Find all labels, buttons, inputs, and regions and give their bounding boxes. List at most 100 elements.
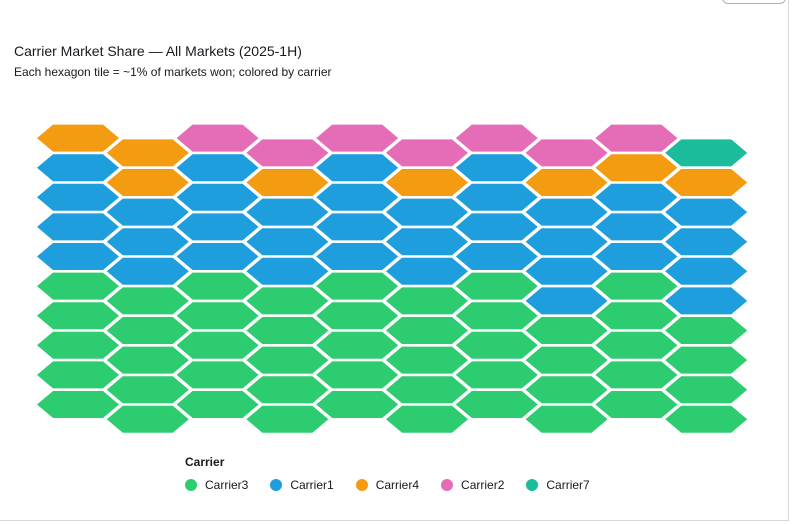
hex-tile-carrier1[interactable]: [106, 257, 189, 285]
hex-tile-carrier3[interactable]: [316, 331, 399, 359]
hex-tile-carrier1[interactable]: [246, 228, 329, 256]
hex-tile-carrier3[interactable]: [386, 405, 468, 433]
hex-tile-carrier1[interactable]: [665, 198, 748, 226]
hex-tile-carrier1[interactable]: [386, 198, 468, 226]
hex-tile-carrier3[interactable]: [455, 272, 538, 300]
hex-tile-carrier1[interactable]: [106, 198, 189, 226]
hex-tile-carrier1[interactable]: [525, 228, 608, 256]
hex-tile-carrier1[interactable]: [316, 154, 399, 182]
hex-tile-carrier4[interactable]: [246, 169, 329, 196]
hex-tile-carrier4[interactable]: [525, 169, 608, 196]
hex-tile-carrier3[interactable]: [665, 346, 748, 374]
hex-tile-carrier1[interactable]: [246, 198, 329, 226]
hex-tile-carrier3[interactable]: [176, 272, 259, 300]
hex-tile-carrier3[interactable]: [386, 376, 468, 404]
hex-tile-carrier2[interactable]: [386, 139, 468, 167]
hex-tile-carrier3[interactable]: [106, 405, 189, 433]
hex-tile-carrier3[interactable]: [595, 302, 678, 330]
legend-item-carrier2[interactable]: Carrier2: [441, 478, 504, 492]
hex-tile-carrier1[interactable]: [246, 257, 329, 285]
hex-tile-carrier3[interactable]: [246, 405, 329, 433]
legend-item-carrier3[interactable]: Carrier3: [185, 478, 248, 492]
hex-tile-carrier3[interactable]: [665, 317, 748, 344]
hex-tile-carrier3[interactable]: [176, 391, 259, 418]
hex-tile-carrier3[interactable]: [386, 317, 468, 344]
hex-tile-carrier1[interactable]: [595, 183, 678, 211]
legend-item-carrier1[interactable]: Carrier1: [270, 478, 334, 492]
hex-tile-carrier2[interactable]: [316, 124, 399, 152]
legend-item-carrier7[interactable]: Carrier7: [526, 478, 590, 492]
hex-tile-carrier3[interactable]: [525, 376, 608, 404]
hex-tile-carrier2[interactable]: [595, 124, 678, 152]
hex-tile-carrier4[interactable]: [106, 139, 189, 167]
hex-tile-carrier3[interactable]: [106, 376, 189, 404]
hex-tile-carrier3[interactable]: [455, 361, 538, 389]
hex-tile-carrier2[interactable]: [246, 139, 329, 167]
hex-tile-carrier3[interactable]: [106, 317, 189, 344]
hex-tile-carrier1[interactable]: [455, 183, 538, 211]
hex-tile-carrier3[interactable]: [246, 287, 329, 315]
hex-tile-carrier3[interactable]: [595, 361, 678, 389]
hex-tile-carrier1[interactable]: [37, 183, 119, 211]
hex-tile-carrier1[interactable]: [455, 154, 538, 182]
hex-tile-carrier1[interactable]: [316, 183, 399, 211]
hex-tile-carrier1[interactable]: [106, 228, 189, 256]
hex-tile-carrier3[interactable]: [595, 272, 678, 300]
hex-tile-carrier3[interactable]: [665, 405, 748, 433]
hex-tile-carrier3[interactable]: [455, 391, 538, 418]
hex-tile-carrier3[interactable]: [246, 376, 329, 404]
hex-tile-carrier1[interactable]: [37, 213, 119, 241]
hex-tile-carrier3[interactable]: [525, 346, 608, 374]
hex-tile-carrier1[interactable]: [316, 243, 399, 270]
hex-tile-carrier1[interactable]: [455, 243, 538, 270]
hex-tile-carrier3[interactable]: [176, 361, 259, 389]
hex-tile-carrier3[interactable]: [525, 317, 608, 344]
hex-tile-carrier1[interactable]: [525, 257, 608, 285]
hex-tile-carrier1[interactable]: [176, 243, 259, 270]
hex-tile-carrier1[interactable]: [665, 287, 748, 315]
hex-tile-carrier4[interactable]: [595, 154, 678, 182]
hex-tile-carrier3[interactable]: [595, 391, 678, 418]
hex-tile-carrier1[interactable]: [386, 228, 468, 256]
hex-tile-carrier3[interactable]: [176, 302, 259, 330]
hex-tile-carrier3[interactable]: [455, 331, 538, 359]
hex-tile-carrier3[interactable]: [37, 391, 119, 418]
hex-tile-carrier3[interactable]: [106, 287, 189, 315]
hex-tile-carrier1[interactable]: [386, 257, 468, 285]
hex-tile-carrier3[interactable]: [386, 346, 468, 374]
hex-tile-carrier1[interactable]: [176, 154, 259, 182]
hex-tile-carrier3[interactable]: [316, 391, 399, 418]
hex-tile-carrier3[interactable]: [316, 272, 399, 300]
hex-tile-carrier1[interactable]: [665, 228, 748, 256]
hex-tile-carrier3[interactable]: [37, 331, 119, 359]
hex-tile-carrier3[interactable]: [37, 302, 119, 330]
hex-tile-carrier1[interactable]: [37, 154, 119, 182]
hex-tile-carrier4[interactable]: [665, 169, 748, 196]
hex-tile-carrier1[interactable]: [176, 213, 259, 241]
hex-tile-carrier3[interactable]: [246, 346, 329, 374]
hex-tile-carrier3[interactable]: [525, 405, 608, 433]
hex-tile-carrier1[interactable]: [595, 213, 678, 241]
hex-tile-carrier1[interactable]: [455, 213, 538, 241]
hex-tile-carrier4[interactable]: [37, 124, 119, 152]
hex-tile-carrier7[interactable]: [665, 139, 748, 167]
legend-item-carrier4[interactable]: Carrier4: [355, 478, 419, 492]
hex-tile-carrier3[interactable]: [665, 376, 748, 404]
hex-tile-carrier3[interactable]: [455, 302, 538, 330]
hex-tile-carrier3[interactable]: [316, 361, 399, 389]
hex-tile-carrier1[interactable]: [595, 243, 678, 270]
hex-tile-carrier3[interactable]: [386, 287, 468, 315]
hex-tile-carrier2[interactable]: [525, 139, 608, 167]
hex-tile-carrier1[interactable]: [176, 183, 259, 211]
hex-tile-carrier3[interactable]: [37, 272, 119, 300]
hex-tile-carrier4[interactable]: [106, 169, 189, 196]
hex-tile-carrier1[interactable]: [37, 243, 119, 270]
hex-tile-carrier3[interactable]: [595, 331, 678, 359]
hex-tile-carrier3[interactable]: [246, 317, 329, 344]
hex-tile-carrier2[interactable]: [455, 124, 538, 152]
hex-tile-carrier2[interactable]: [176, 124, 259, 152]
hex-tile-carrier1[interactable]: [525, 198, 608, 226]
hex-tile-carrier4[interactable]: [386, 169, 468, 196]
hex-tile-carrier3[interactable]: [106, 346, 189, 374]
hex-tile-carrier1[interactable]: [525, 287, 608, 315]
